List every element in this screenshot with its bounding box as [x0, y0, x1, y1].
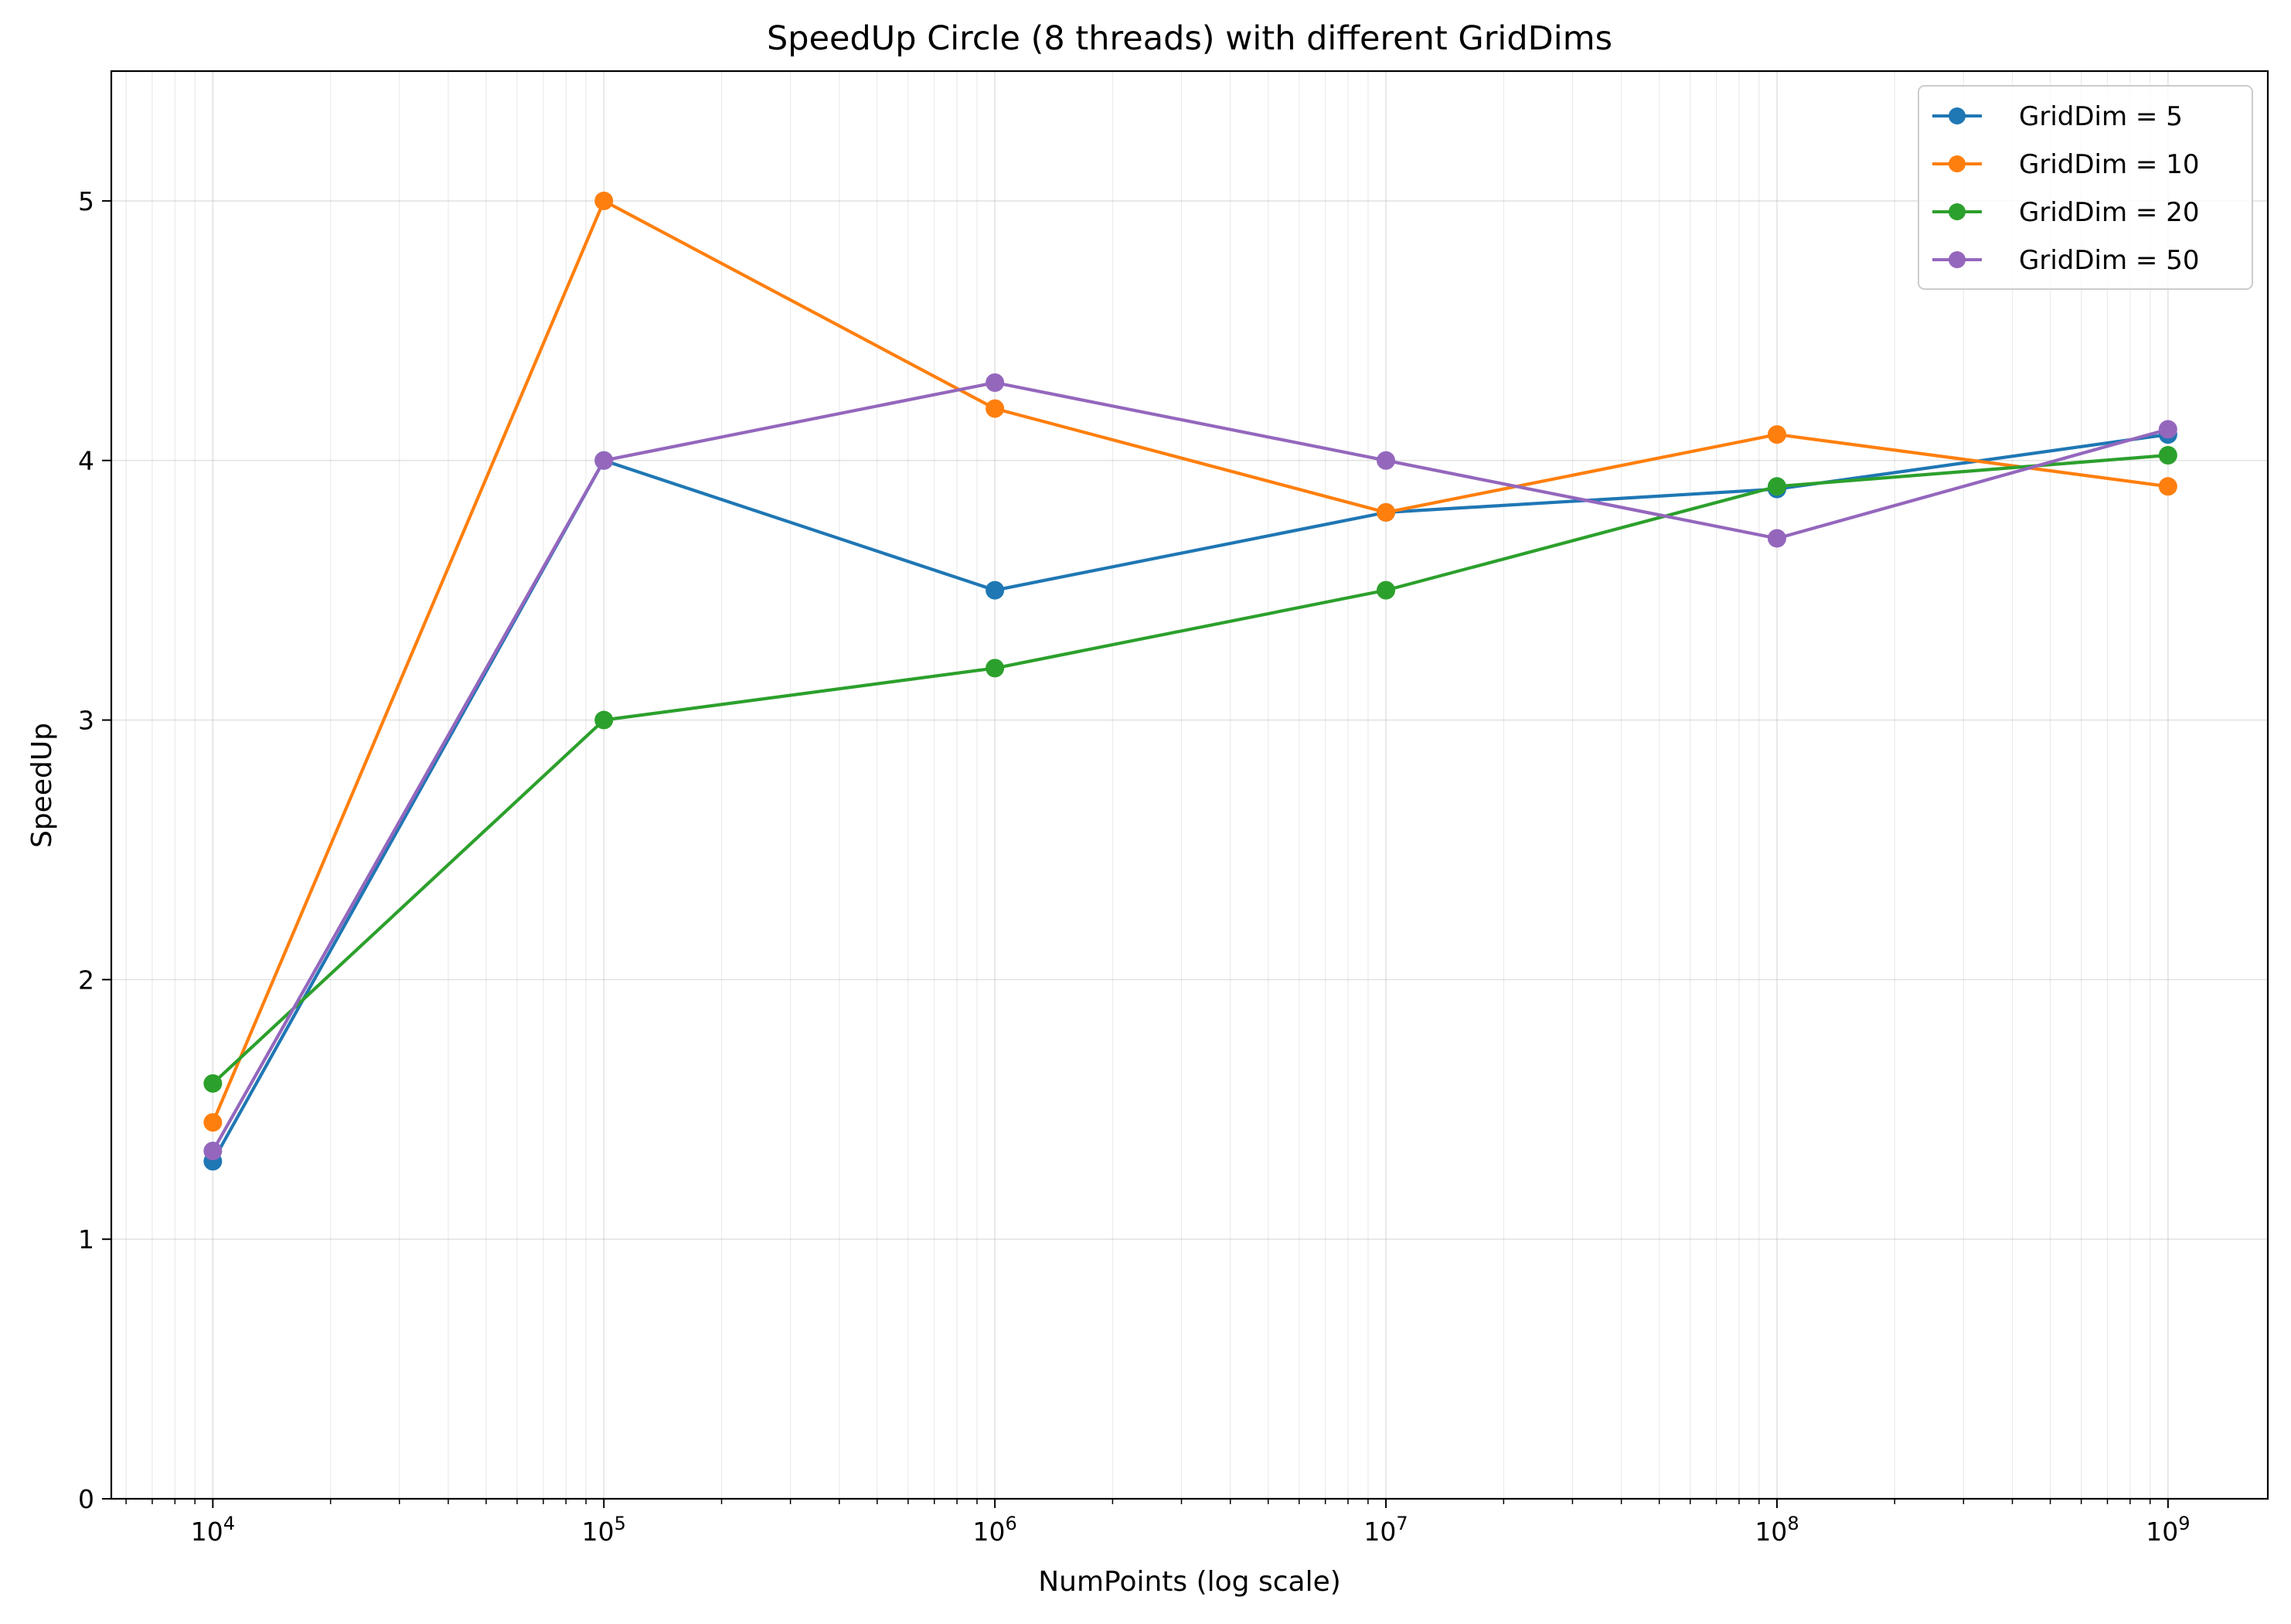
series-line-2	[211, 453, 2170, 1085]
x-tick-label-exponent: 5	[614, 1513, 626, 1534]
x-tick-label: 108	[1755, 1513, 1799, 1547]
series-3-point	[1767, 529, 1786, 548]
series-1-point	[986, 399, 1005, 418]
series-2-point	[2158, 446, 2177, 465]
y-tick-label: 5	[78, 186, 94, 216]
x-tick-label-exponent: 6	[1006, 1513, 1017, 1534]
legend: GridDim = 5 GridDim = 10 GridDim = 20 Gr…	[1918, 85, 2253, 290]
x-tick-label: 107	[1363, 1513, 1408, 1547]
legend-entry-griddim-5: GridDim = 5	[1932, 101, 2183, 132]
series-1-point	[1767, 425, 1786, 444]
series-1-point	[594, 191, 614, 210]
x-tick-label: 109	[2146, 1513, 2190, 1547]
x-tick-label-exponent: 9	[2178, 1513, 2190, 1534]
series-3-point	[594, 451, 614, 470]
grid-lines	[111, 71, 2268, 1500]
y-tick-label: 2	[78, 965, 94, 995]
x-tick-label-base: 10	[973, 1517, 1006, 1547]
series-2-point	[203, 1074, 223, 1093]
series-1-point	[203, 1113, 223, 1132]
series-2-point	[1767, 477, 1786, 496]
series-2-point	[1377, 580, 1396, 600]
legend-marker-griddim-20	[1949, 203, 1966, 220]
x-axis-label: NumPoints (log scale)	[1038, 1566, 1341, 1598]
series-3-point	[1377, 451, 1396, 470]
x-tick-label-base: 10	[191, 1517, 223, 1547]
legend-box	[1918, 85, 2253, 290]
legend-entry-griddim-10: GridDim = 10	[1932, 149, 2199, 180]
legend-label-griddim-50: GridDim = 50	[2019, 245, 2199, 276]
series-1-point	[1377, 502, 1396, 522]
legend-entry-griddim-50: GridDim = 50	[1932, 245, 2199, 276]
x-tick-label-base: 10	[1755, 1517, 1787, 1547]
y-axis-label: SpeedUp	[26, 723, 58, 848]
plot-area-frame	[110, 70, 2269, 1500]
legend-label-griddim-5: GridDim = 5	[2019, 101, 2183, 132]
legend-marker-griddim-5	[1949, 107, 1966, 124]
series-line-1	[211, 199, 2170, 1125]
x-tick-label-exponent: 8	[1787, 1513, 1799, 1534]
series-0-point	[986, 580, 1005, 600]
x-tick-label-base: 10	[1363, 1517, 1396, 1547]
series-3-point	[986, 373, 1005, 392]
series-2-point	[986, 659, 1005, 678]
x-tick-label-exponent: 7	[1396, 1513, 1408, 1534]
chart-title: SpeedUp Circle (8 threads) with differen…	[767, 19, 1612, 58]
series-2-point	[594, 710, 614, 730]
series-3-point	[2158, 420, 2177, 439]
x-tick-label: 106	[973, 1513, 1017, 1547]
legend-entry-griddim-20: GridDim = 20	[1932, 197, 2199, 228]
series-3-point	[203, 1142, 223, 1161]
x-tick-label-exponent: 4	[223, 1513, 235, 1534]
y-tick-label: 1	[78, 1224, 94, 1255]
legend-marker-griddim-50	[1949, 251, 1966, 268]
x-tick-label-base: 10	[2146, 1517, 2178, 1547]
x-tick-label: 105	[582, 1513, 626, 1547]
legend-label-griddim-10: GridDim = 10	[2019, 149, 2199, 180]
y-tick-label: 4	[78, 446, 94, 476]
y-tick-label: 0	[78, 1484, 94, 1514]
series-line-3	[211, 380, 2170, 1153]
legend-marker-griddim-10	[1949, 155, 1966, 172]
series-1-point	[2158, 477, 2177, 496]
y-tick-label: 3	[78, 706, 94, 736]
series-layer	[203, 191, 2177, 1171]
x-tick-label: 104	[191, 1513, 235, 1547]
x-tick-label-base: 10	[582, 1517, 614, 1547]
legend-label-griddim-20: GridDim = 20	[2019, 197, 2199, 228]
